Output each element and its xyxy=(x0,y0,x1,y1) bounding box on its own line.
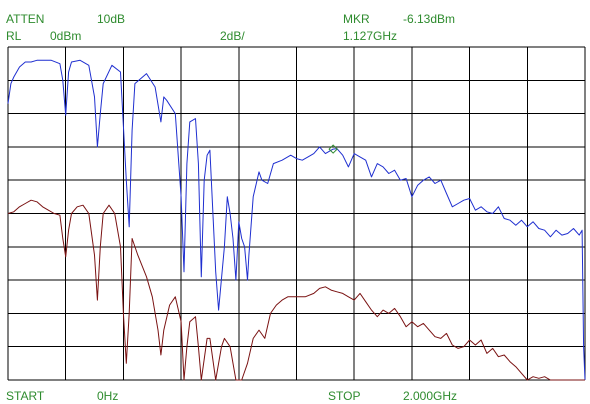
mkr-amplitude: -6.13dBm xyxy=(403,12,456,26)
stop-label: STOP xyxy=(328,389,361,403)
scale-value: 2dB/ xyxy=(220,29,245,43)
stop-value: 2.000GHz xyxy=(403,389,458,403)
trace-b-line xyxy=(7,199,585,381)
atten-label: ATTEN xyxy=(6,12,45,26)
start-value: 0Hz xyxy=(97,389,119,403)
mkr-frequency: 1.127GHz xyxy=(343,29,398,43)
trace-a-line xyxy=(7,59,586,381)
rl-label: RL xyxy=(6,29,22,43)
marker-diamond-icon xyxy=(328,144,338,154)
mkr-label: MKR xyxy=(343,12,370,26)
rl-value: 0dBm xyxy=(50,29,82,43)
start-label: START xyxy=(6,389,45,403)
atten-value: 10dB xyxy=(97,12,126,26)
